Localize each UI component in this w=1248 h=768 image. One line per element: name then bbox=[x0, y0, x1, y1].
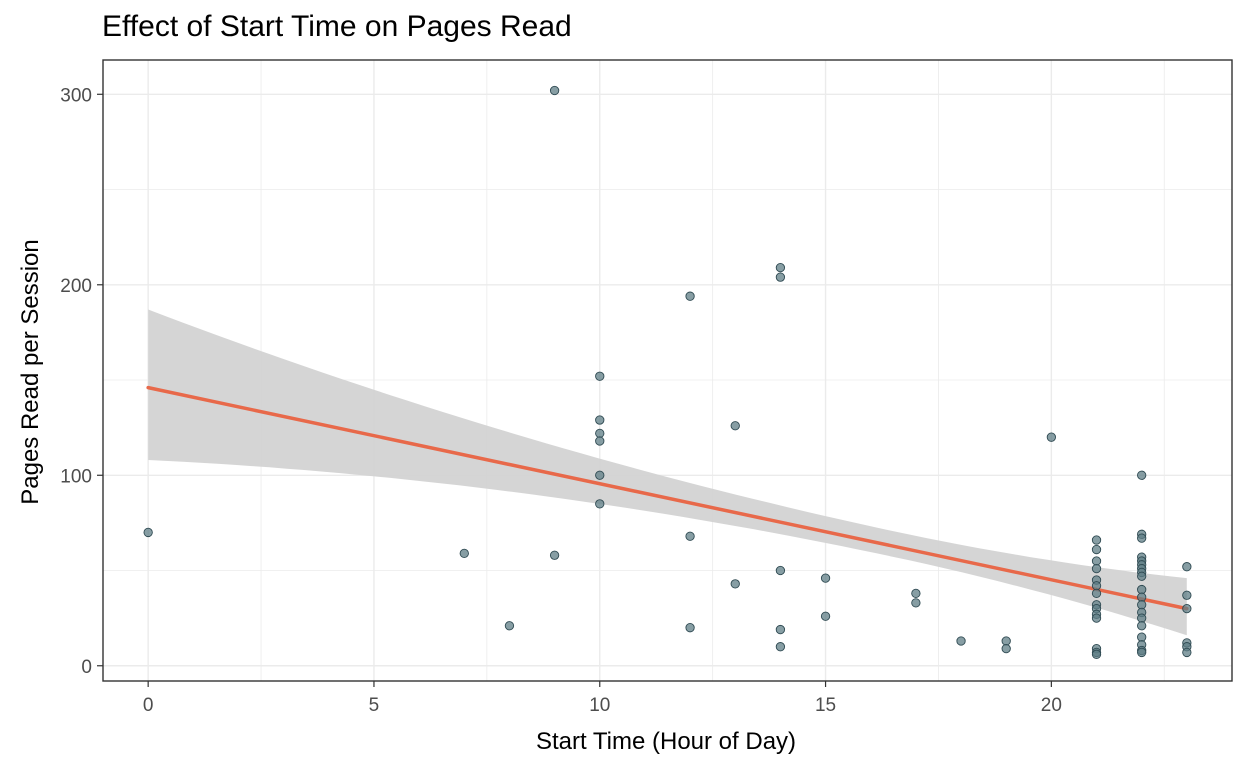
panel-border bbox=[102, 59, 1233, 682]
data-point bbox=[595, 499, 605, 509]
data-point bbox=[1091, 588, 1102, 599]
y-tick-label: 0 bbox=[81, 657, 92, 678]
data-point bbox=[1137, 613, 1147, 623]
data-point bbox=[775, 624, 786, 635]
x-tick-label: 5 bbox=[369, 695, 380, 716]
data-point bbox=[595, 470, 605, 480]
data-point bbox=[775, 272, 786, 282]
trend-line-group bbox=[146, 385, 1189, 611]
data-point bbox=[1137, 571, 1147, 581]
x-axis-label: Start Time (Hour of Day) bbox=[536, 728, 796, 755]
data-point bbox=[1137, 632, 1147, 642]
data-point bbox=[1137, 621, 1147, 631]
chart-title: Effect of Start Time on Pages Read bbox=[102, 10, 572, 43]
y-axis-label: Pages Read per Session bbox=[17, 239, 44, 505]
data-point bbox=[504, 621, 515, 631]
data-point bbox=[1091, 535, 1102, 545]
data-point bbox=[820, 573, 831, 583]
data-point bbox=[549, 85, 560, 96]
y-tick-label: 100 bbox=[60, 466, 92, 487]
data-point bbox=[685, 623, 695, 633]
data-point bbox=[1182, 590, 1192, 600]
data-point bbox=[730, 579, 740, 589]
data-point bbox=[143, 527, 153, 538]
data-point bbox=[1091, 556, 1102, 566]
data-point bbox=[730, 421, 740, 431]
confidence-band bbox=[148, 309, 1187, 636]
data-point bbox=[1091, 544, 1102, 555]
data-points bbox=[143, 85, 1192, 659]
x-tick-label: 20 bbox=[1041, 695, 1062, 716]
data-point bbox=[595, 428, 605, 439]
data-point bbox=[1137, 592, 1147, 602]
data-point bbox=[685, 531, 695, 541]
grid-lines bbox=[103, 60, 1232, 681]
data-point bbox=[1182, 647, 1192, 658]
data-point bbox=[956, 636, 966, 646]
data-point bbox=[595, 436, 605, 446]
data-point bbox=[1091, 649, 1102, 659]
data-point bbox=[549, 550, 560, 560]
x-tick-label: 10 bbox=[589, 695, 610, 716]
y-tick-label: 200 bbox=[60, 276, 92, 297]
data-point bbox=[911, 588, 921, 599]
trend-line bbox=[146, 385, 1189, 611]
data-point bbox=[1046, 432, 1057, 442]
data-point bbox=[1182, 603, 1192, 614]
data-point bbox=[595, 371, 605, 381]
data-point bbox=[685, 291, 695, 301]
data-point bbox=[595, 415, 605, 425]
x-tick-label: 15 bbox=[815, 695, 836, 716]
data-point bbox=[1137, 470, 1147, 480]
data-point bbox=[459, 548, 469, 559]
data-point bbox=[775, 565, 786, 576]
data-point bbox=[775, 262, 786, 273]
data-point bbox=[1137, 600, 1147, 610]
data-point bbox=[1091, 581, 1102, 591]
data-point bbox=[775, 642, 786, 652]
y-tick-label: 300 bbox=[60, 85, 92, 106]
data-point bbox=[1001, 643, 1011, 654]
confidence-ribbon bbox=[148, 309, 1187, 636]
data-point bbox=[1091, 613, 1102, 623]
data-point bbox=[1001, 636, 1011, 646]
x-axis: 0 5 10 15 20 bbox=[143, 681, 1062, 716]
data-point bbox=[1182, 562, 1192, 572]
data-point bbox=[1137, 584, 1147, 595]
data-point bbox=[1137, 647, 1147, 658]
data-point bbox=[911, 598, 921, 608]
data-point bbox=[1091, 563, 1102, 574]
y-axis: 0 100 200 300 bbox=[60, 85, 103, 678]
data-point bbox=[820, 611, 831, 621]
data-point bbox=[1137, 533, 1147, 543]
x-tick-label: 0 bbox=[143, 695, 154, 716]
